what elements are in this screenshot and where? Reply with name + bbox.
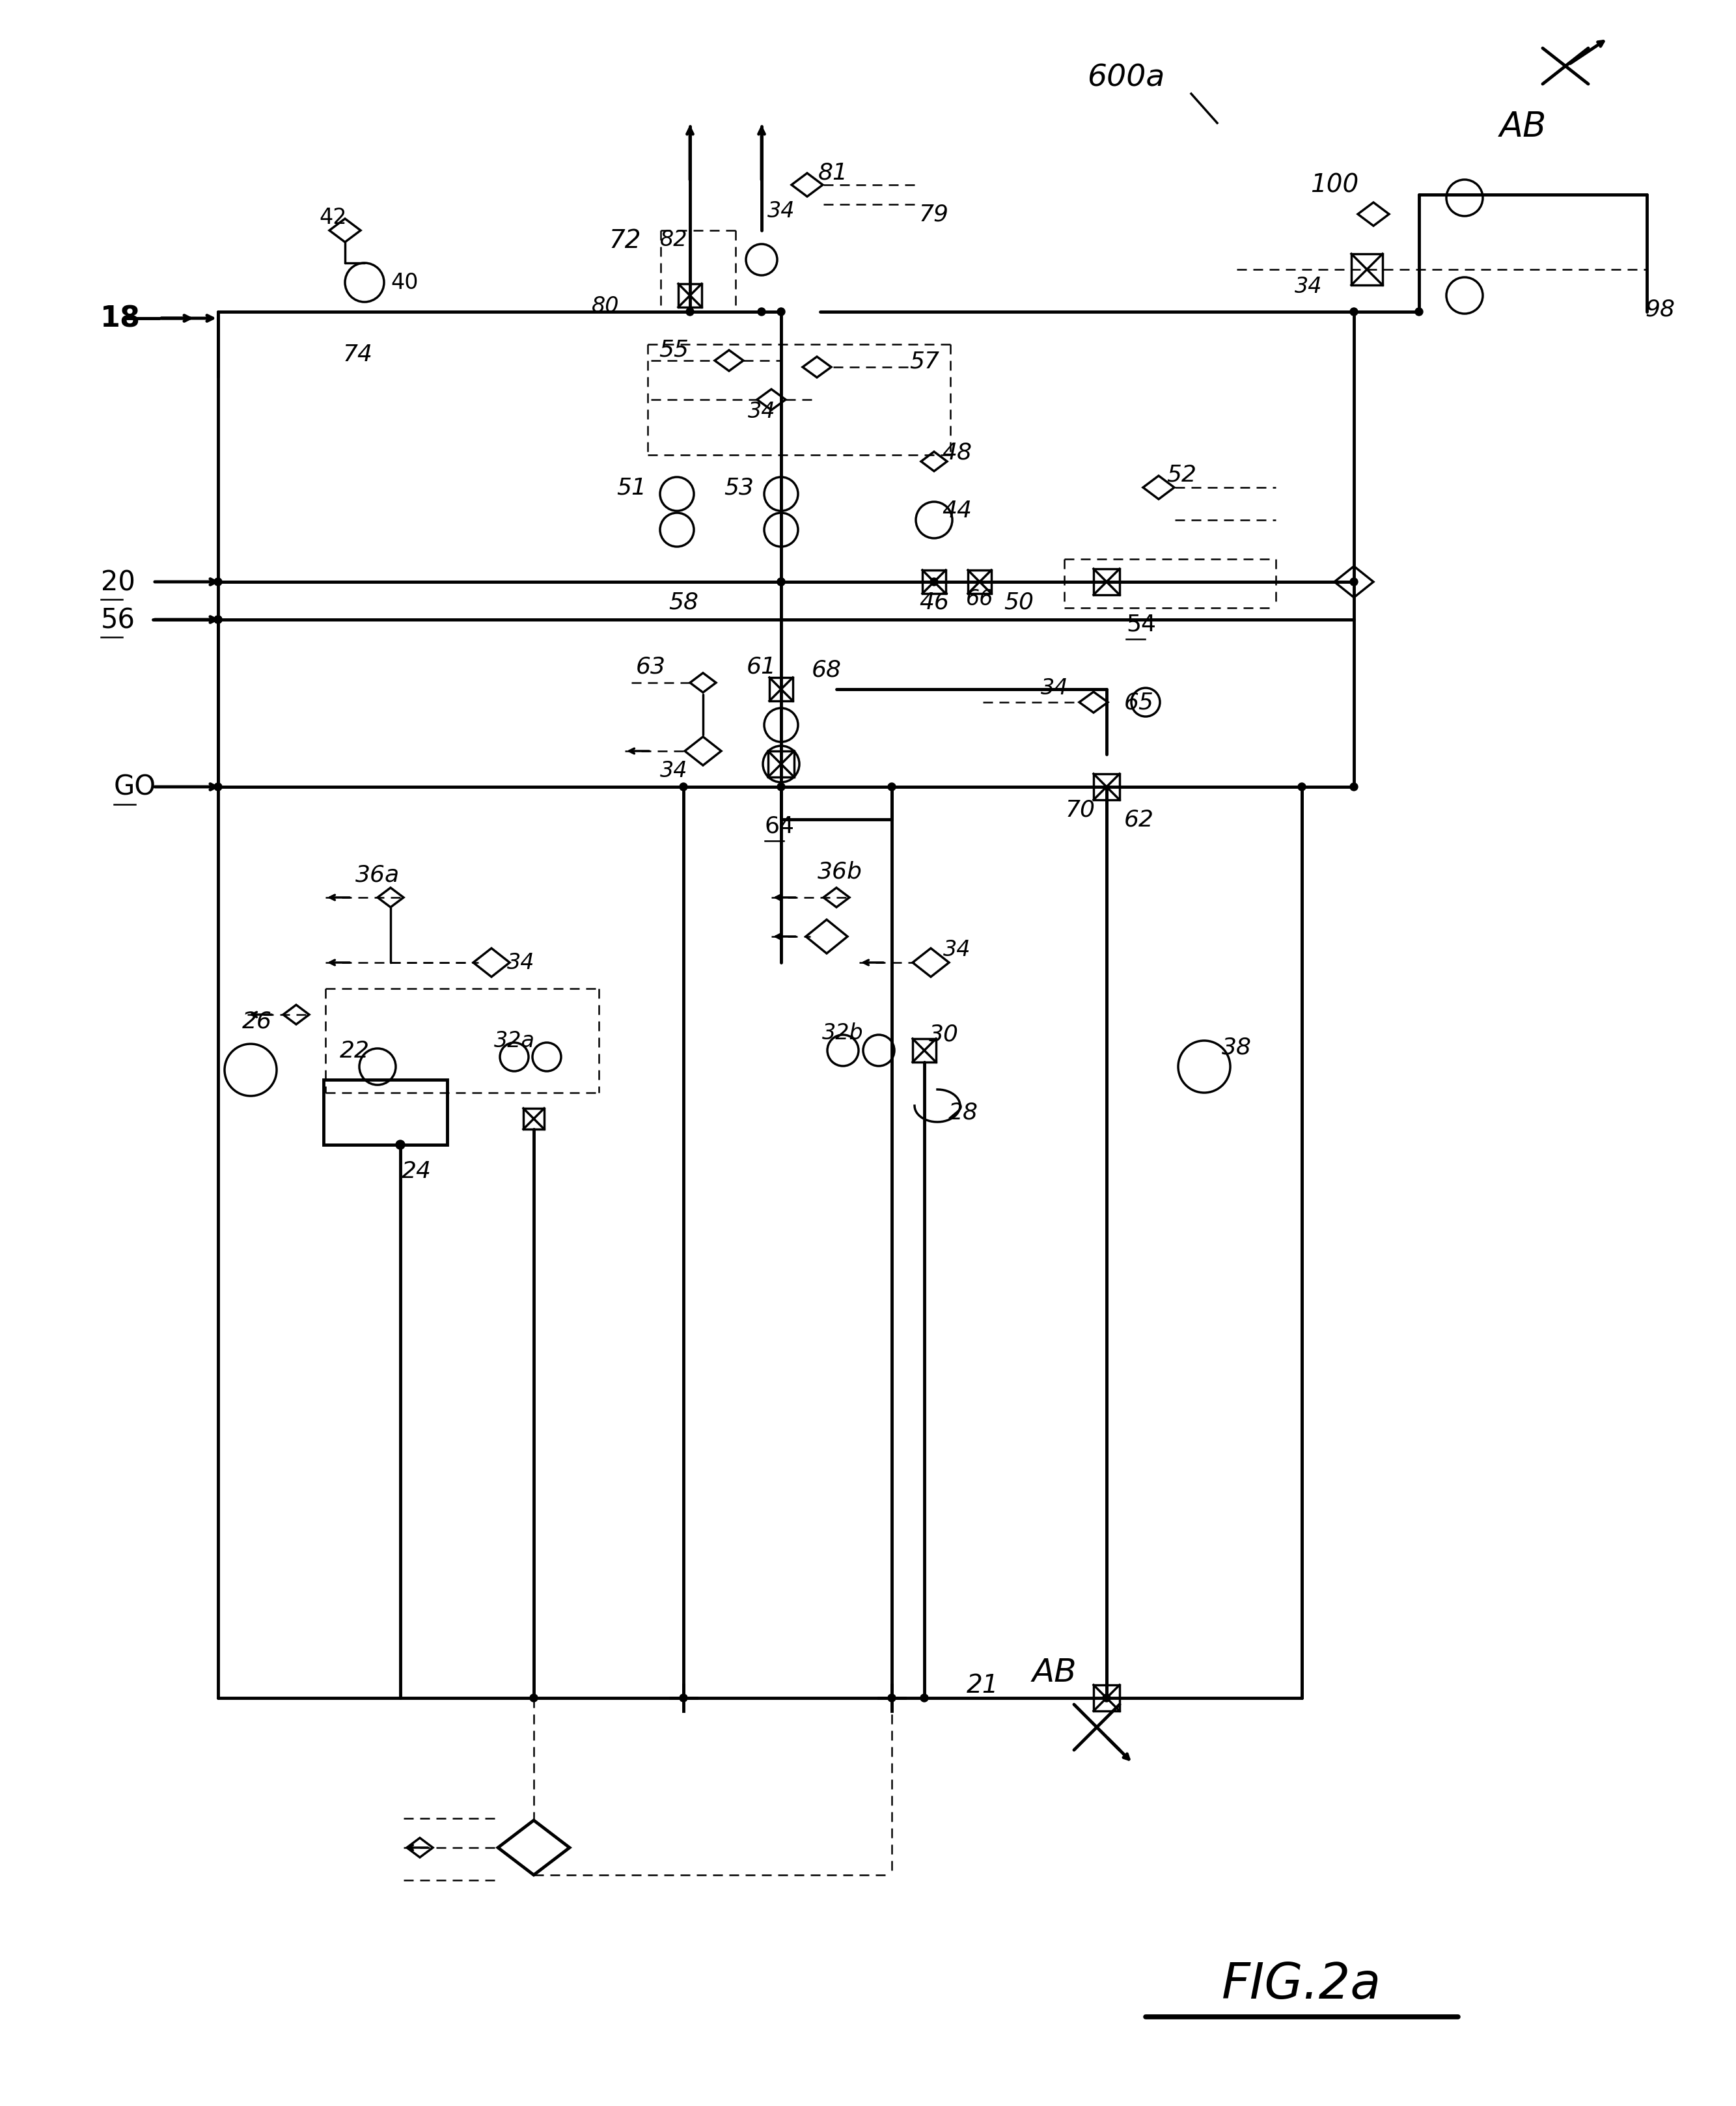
Text: 18: 18 (101, 305, 141, 333)
Text: 34: 34 (767, 200, 795, 221)
Text: 55: 55 (658, 339, 689, 360)
Circle shape (214, 783, 222, 792)
Text: 56: 56 (101, 607, 135, 634)
Text: AB: AB (1500, 110, 1547, 143)
Circle shape (529, 1693, 538, 1702)
Circle shape (214, 617, 222, 623)
Text: 36b: 36b (818, 861, 863, 882)
Text: 34: 34 (748, 400, 776, 423)
Text: 600a: 600a (1087, 63, 1165, 93)
Text: 57: 57 (910, 350, 939, 373)
Circle shape (686, 307, 694, 316)
Text: 68: 68 (812, 659, 842, 680)
Text: 82: 82 (660, 230, 687, 251)
Circle shape (214, 579, 222, 585)
Circle shape (930, 579, 937, 585)
Bar (769, 678, 793, 701)
Bar (1094, 569, 1120, 596)
Text: 46: 46 (918, 592, 950, 613)
Text: 70: 70 (1066, 798, 1095, 821)
Bar (323, 1080, 448, 1146)
Text: 80: 80 (592, 295, 620, 316)
Text: 42: 42 (319, 206, 347, 230)
Bar (679, 284, 701, 307)
Circle shape (214, 617, 222, 623)
Text: 28: 28 (948, 1101, 979, 1125)
Bar (1094, 775, 1120, 800)
Circle shape (1351, 579, 1358, 585)
Text: 38: 38 (1222, 1036, 1252, 1059)
Circle shape (1351, 307, 1358, 316)
Bar (1094, 1685, 1120, 1710)
Text: 20: 20 (101, 569, 135, 596)
Bar (523, 1108, 543, 1129)
Text: 34: 34 (943, 939, 970, 960)
Circle shape (920, 1693, 929, 1702)
Text: 53: 53 (724, 476, 753, 499)
Text: 79: 79 (918, 204, 950, 225)
Bar (969, 571, 991, 594)
Circle shape (757, 307, 766, 316)
Text: 36a: 36a (356, 863, 399, 887)
Text: 72: 72 (609, 227, 641, 253)
Circle shape (396, 1141, 404, 1150)
Circle shape (679, 783, 687, 792)
Text: 34: 34 (660, 760, 687, 781)
Text: 63: 63 (635, 655, 667, 678)
Text: 98: 98 (1646, 297, 1675, 320)
Text: 62: 62 (1125, 809, 1154, 832)
Text: 54: 54 (1127, 613, 1156, 636)
Text: 34: 34 (507, 952, 535, 973)
Circle shape (1351, 783, 1358, 792)
Text: 100: 100 (1311, 173, 1359, 198)
Bar (913, 1038, 936, 1061)
Text: 30: 30 (929, 1024, 958, 1045)
Text: 34: 34 (1040, 678, 1068, 699)
Text: 44: 44 (943, 499, 972, 522)
Circle shape (778, 579, 785, 585)
Text: 61: 61 (746, 655, 776, 678)
Text: 26: 26 (241, 1011, 273, 1032)
Circle shape (679, 1693, 687, 1702)
Circle shape (887, 783, 896, 792)
Circle shape (778, 579, 785, 585)
Text: 34: 34 (1295, 276, 1323, 297)
Text: 52: 52 (1167, 463, 1196, 486)
Text: 48: 48 (943, 440, 972, 463)
Text: FIG.2a: FIG.2a (1222, 1961, 1382, 2009)
Circle shape (1102, 1693, 1111, 1702)
Text: 24: 24 (401, 1160, 432, 1181)
Text: 40: 40 (391, 272, 418, 293)
Circle shape (1415, 307, 1424, 316)
Text: 51: 51 (616, 476, 646, 499)
Text: 58: 58 (668, 592, 698, 613)
Bar (922, 571, 946, 594)
Text: 32b: 32b (823, 1021, 863, 1045)
Text: 64: 64 (766, 815, 795, 838)
Text: 65: 65 (1125, 691, 1154, 714)
Text: 22: 22 (340, 1040, 370, 1061)
Text: AB: AB (1033, 1657, 1076, 1687)
Text: 81: 81 (818, 162, 849, 183)
Bar (1351, 255, 1382, 286)
Text: 21: 21 (967, 1672, 998, 1697)
Circle shape (778, 783, 785, 792)
Text: GO: GO (115, 773, 156, 800)
Circle shape (887, 1693, 896, 1702)
Text: 50: 50 (1003, 592, 1033, 613)
Text: 74: 74 (344, 343, 373, 366)
Circle shape (1299, 783, 1305, 792)
Circle shape (778, 307, 785, 316)
Text: 66: 66 (965, 588, 993, 609)
Text: 32a: 32a (493, 1030, 535, 1051)
Bar (767, 752, 793, 777)
